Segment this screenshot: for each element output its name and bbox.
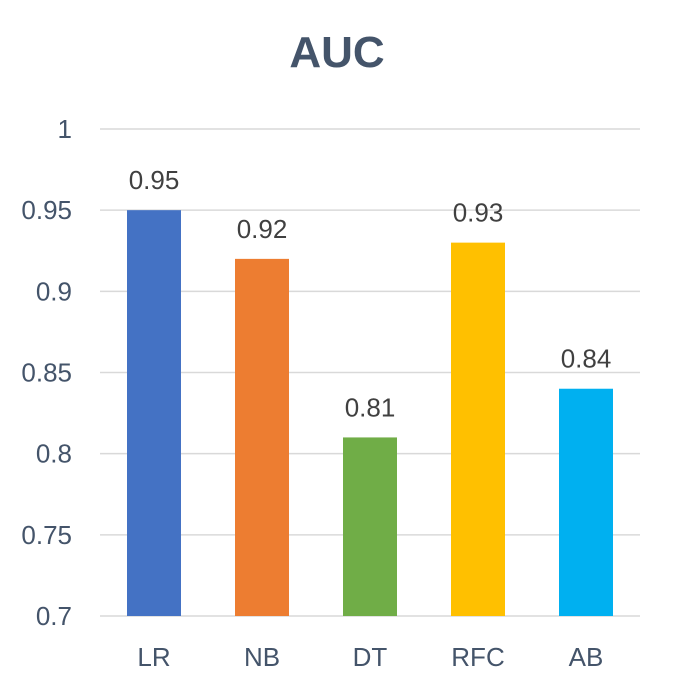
x-tick-label: LR (137, 642, 170, 672)
bars (127, 210, 613, 616)
data-labels: 0.95 0.92 0.81 0.93 0.84 (129, 165, 612, 422)
y-tick-label: 1 (58, 114, 72, 144)
data-label: 0.93 (453, 198, 504, 228)
x-tick-label: RFC (451, 642, 504, 672)
bar-dt (343, 437, 397, 616)
x-tick-label: AB (569, 642, 604, 672)
bar-rfc (451, 242, 505, 616)
y-tick-label: 0.75 (21, 520, 72, 550)
y-axis-tick-labels: 0.7 0.75 0.8 0.85 0.9 0.95 1 (21, 114, 72, 631)
x-tick-label: NB (244, 642, 280, 672)
y-tick-label: 0.7 (36, 601, 72, 631)
data-label: 0.95 (129, 165, 180, 195)
bar-nb (235, 258, 289, 616)
y-tick-label: 0.8 (36, 439, 72, 469)
data-label: 0.81 (345, 392, 396, 422)
data-label: 0.92 (237, 214, 288, 244)
chart-title: AUC (289, 28, 385, 77)
bar-ab (559, 388, 613, 616)
y-tick-label: 0.9 (36, 276, 72, 306)
x-axis-tick-labels: LR NB DT RFC AB (137, 642, 603, 672)
y-tick-label: 0.95 (21, 195, 72, 225)
bar-lr (127, 210, 181, 616)
y-tick-label: 0.85 (21, 358, 72, 388)
data-label: 0.84 (561, 344, 612, 374)
x-tick-label: DT (353, 642, 388, 672)
